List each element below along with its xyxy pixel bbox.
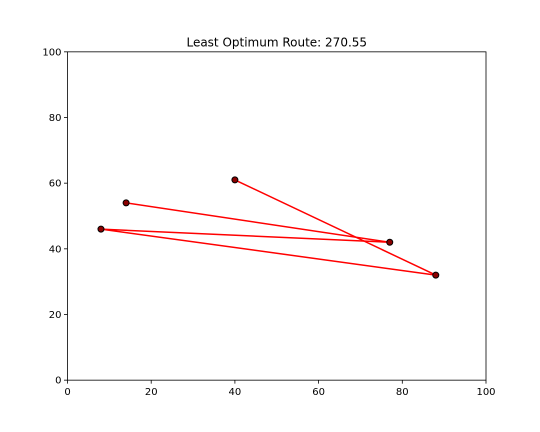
- y-tick-label: 40: [49, 244, 62, 255]
- y-tick-label: 100: [42, 47, 61, 58]
- y-tick-label: 20: [49, 310, 62, 321]
- route-segment: [100, 228, 437, 276]
- y-tick-label: 0: [55, 376, 61, 387]
- y-tick-label: 80: [49, 113, 62, 124]
- x-tick-label: 20: [145, 387, 158, 398]
- route-segment: [125, 202, 391, 244]
- data-layer: [97, 176, 440, 279]
- axes-layer: 0 20 40 60 80 100 0 20 40 60 80 100: [42, 47, 495, 398]
- route-point: [97, 225, 105, 233]
- x-tick-label: 40: [229, 387, 242, 398]
- route-segment: [234, 179, 437, 276]
- x-tick-label: 0: [64, 387, 70, 398]
- route-point: [432, 271, 440, 279]
- x-tick-label: 60: [312, 387, 325, 398]
- route-point: [122, 199, 130, 207]
- x-tick-label: 80: [396, 387, 409, 398]
- route-point: [231, 176, 239, 184]
- route-segment: [100, 228, 391, 244]
- plot-frame: [67, 51, 487, 381]
- route-point: [386, 238, 394, 246]
- y-tick-label: 60: [49, 179, 62, 190]
- chart-title: Least Optimum Route: 270.55: [186, 36, 367, 50]
- x-tick-label: 100: [476, 387, 495, 398]
